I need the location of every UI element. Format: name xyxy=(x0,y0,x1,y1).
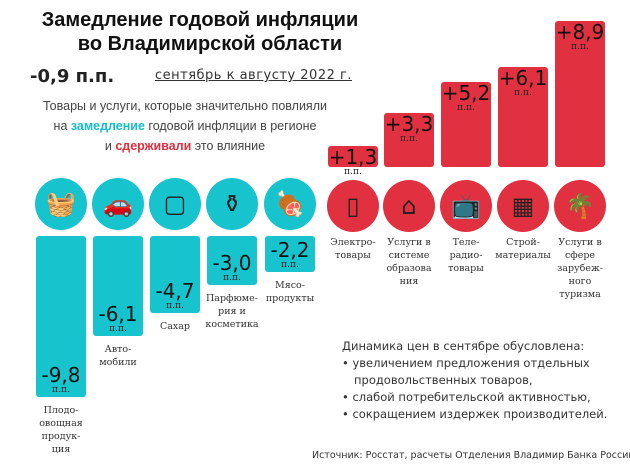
source: Источник: Росстат, расчеты Отделения Вла… xyxy=(312,450,630,461)
value-label: -3,0 xyxy=(212,251,252,276)
bar-negative: -4,7 п.п. xyxy=(150,236,200,314)
tv-icon: 📺 xyxy=(440,180,492,232)
bar-negative: -2,2 п.п. xyxy=(265,236,315,273)
note-item: слабой потребительской активностью, xyxy=(342,389,607,406)
text: на xyxy=(53,119,71,133)
value-label: +3,3 xyxy=(384,111,434,136)
unit-label: п.п. xyxy=(514,87,532,98)
notes-heading: Динамика цен в сентябре обусловлена: xyxy=(342,339,585,353)
title-line-2: во Владимирской области xyxy=(77,33,343,55)
period: сентябрь к августу 2022 г. xyxy=(155,68,352,83)
unit-label: п.п. xyxy=(223,273,241,284)
unit-label: п.п. xyxy=(109,324,127,335)
title-line-1: Замедление годовой инфляции xyxy=(41,9,359,31)
category-label: Плодо-овощная продук-ция xyxy=(39,404,83,455)
sugar-icon: ▢ xyxy=(149,178,201,230)
unit-label: п.п. xyxy=(344,166,362,177)
category-label: Мясо-продукты xyxy=(265,280,315,305)
basket-icon: 🧺 xyxy=(35,178,87,230)
value-label: -2,2 xyxy=(270,238,310,263)
bar-positive: +5,2 п.п. xyxy=(441,80,491,167)
value-label: +1,3 xyxy=(328,144,378,169)
bar-negative: -3,0 п.п. xyxy=(207,236,257,286)
note-item: сокращением издержек производителей. xyxy=(342,406,607,423)
category-label: Строй-материалы xyxy=(495,237,551,261)
car-icon: 🚗 xyxy=(92,178,144,230)
value-label: -9,8 xyxy=(41,362,81,387)
highlight-restrain: сдерживали xyxy=(115,139,192,153)
value-label: +6,1 xyxy=(498,65,548,90)
bar-negative: -6,1 п.п. xyxy=(93,236,143,337)
bar-negative: -9,8 п.п. xyxy=(36,236,86,397)
highlight-slowdown: замедление xyxy=(70,119,145,133)
unit-label: п.п. xyxy=(52,384,70,395)
bar-positive: +6,1 п.п. xyxy=(498,65,548,167)
note-item: продовольственных товаров, xyxy=(354,373,533,387)
value-label: -6,1 xyxy=(98,302,138,327)
category-label: Услуги в системе образова ния xyxy=(386,237,432,287)
text: и xyxy=(104,139,116,153)
palm-icon: 🌴 xyxy=(554,180,606,232)
bricks-icon: ▦ xyxy=(497,180,549,232)
unit-label: п.п. xyxy=(166,301,184,312)
note-item: увеличением предложения отдельных xyxy=(342,355,607,372)
subtitle-line-1: Товары и услуги, которые значительно пов… xyxy=(43,99,327,113)
lotion-icon: ⚱ xyxy=(206,178,258,230)
text: это влияние xyxy=(191,139,266,153)
inflation-delta: -0,9 п.п. xyxy=(30,66,115,87)
bar-positive: +3,3 п.п. xyxy=(384,111,434,167)
value-label: +5,2 xyxy=(441,80,491,105)
unit-label: п.п. xyxy=(457,102,475,113)
value-label: -4,7 xyxy=(155,279,195,304)
unit-label: п.п. xyxy=(400,133,418,144)
category-label: Сахар xyxy=(159,321,191,333)
school-icon: ⌂ xyxy=(383,180,435,232)
category-label: Электро-товары xyxy=(330,237,376,261)
category-label: Авто-мобили xyxy=(99,344,137,369)
subtitle-line-2: на замедление годовой инфляции в регионе xyxy=(5,118,365,134)
value-label: +8,9 xyxy=(555,20,605,45)
unit-label: п.п. xyxy=(571,42,589,53)
fridge-icon: ▯ xyxy=(327,180,379,232)
notes: Динамика цен в сентябре обусловлена: уве… xyxy=(342,338,607,423)
text: годовой инфляции в регионе xyxy=(144,119,317,133)
category-label: Парфюме-рия и косметика xyxy=(205,293,259,331)
unit-label: п.п. xyxy=(281,260,299,271)
subtitle-line-3: и сдерживали это влияние xyxy=(5,138,365,154)
category-label: Услуги в сфере зарубеж-ного туризма xyxy=(557,237,603,300)
bar-positive: +8,9 п.п. xyxy=(555,21,605,167)
bar-positive: +1,3 п.п. xyxy=(328,144,378,176)
category-label: Теле-радио-товары xyxy=(448,237,484,274)
meat-icon: 🍖 xyxy=(264,178,316,230)
